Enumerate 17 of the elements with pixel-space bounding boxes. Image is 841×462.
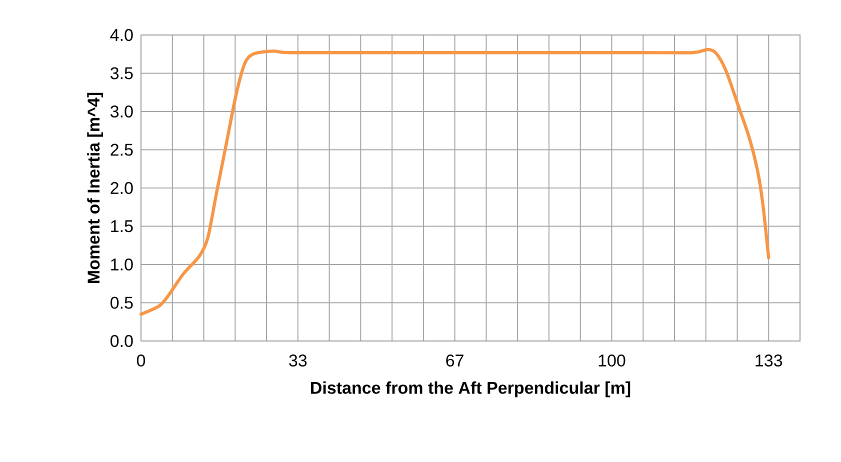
line-series bbox=[139, 48, 770, 316]
x-tick-label: 100 bbox=[598, 354, 626, 367]
y-axis-title: Moment of Inertia [m^4] bbox=[87, 92, 104, 283]
y-tick-label: 0.0 bbox=[110, 334, 133, 348]
y-tick-label: 2.5 bbox=[110, 144, 133, 156]
x-tick-label: 33 bbox=[289, 354, 307, 367]
x-tick-label: 133 bbox=[756, 354, 782, 367]
y-tick-label: 3.0 bbox=[110, 105, 133, 118]
y-tick-label: 2.0 bbox=[110, 182, 133, 194]
x-axis-title: Distance from the Aft Perpendicular [m] bbox=[311, 381, 630, 398]
y-tick-label: 0.5 bbox=[110, 296, 133, 309]
y-tick-label: 4.0 bbox=[110, 28, 133, 42]
x-tick-label: 67 bbox=[446, 354, 464, 367]
y-tick-label: 3.5 bbox=[110, 67, 133, 80]
y-tick-label: 1.0 bbox=[111, 258, 133, 271]
y-tick-label: 1.5 bbox=[111, 220, 133, 232]
x-tick-label: 0 bbox=[136, 354, 146, 367]
